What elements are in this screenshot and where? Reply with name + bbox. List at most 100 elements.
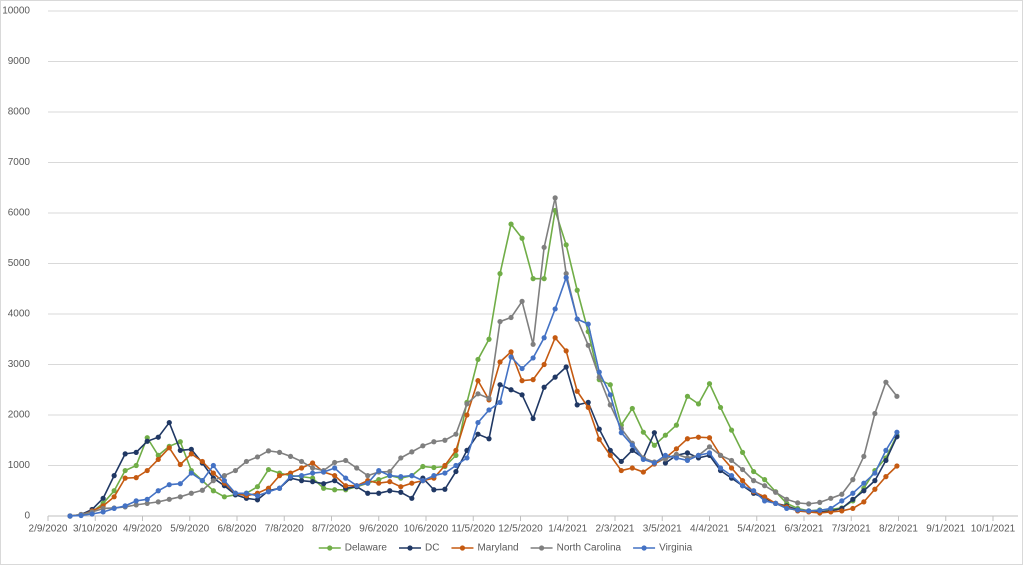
series-marker <box>464 401 470 407</box>
series-marker <box>607 447 613 453</box>
series-marker <box>574 287 580 293</box>
series-marker <box>706 381 713 387</box>
series-marker <box>376 467 382 474</box>
series-marker <box>497 399 503 405</box>
y-tick-label: 5000 <box>8 258 31 269</box>
series-line <box>70 274 898 517</box>
series-marker <box>265 466 272 473</box>
x-tick-label: 6/3/2021 <box>785 524 824 535</box>
x-tick-label: 9/6/2020 <box>359 524 398 535</box>
series-marker <box>122 503 128 509</box>
series-marker <box>387 473 393 479</box>
series-marker <box>497 318 503 325</box>
series-marker <box>420 478 426 484</box>
series-marker <box>188 470 194 476</box>
series-marker <box>497 382 503 388</box>
series-marker <box>629 465 635 471</box>
series-marker <box>166 445 172 451</box>
x-tick-label: 3/5/2021 <box>643 524 682 535</box>
series-marker <box>365 490 371 496</box>
series-marker <box>111 505 117 512</box>
series-marker <box>310 470 316 476</box>
series-marker <box>717 465 724 471</box>
series-marker <box>254 484 261 490</box>
series-marker <box>508 387 514 393</box>
series-marker <box>298 473 305 479</box>
legend-marker <box>459 545 466 551</box>
series-marker <box>596 436 602 442</box>
series-marker <box>828 495 834 501</box>
series-marker <box>409 480 415 486</box>
series-marker <box>850 490 856 496</box>
x-tick-label: 2/3/2021 <box>596 524 635 535</box>
series-marker <box>475 431 481 437</box>
series-marker <box>806 501 812 507</box>
series-marker <box>883 457 889 464</box>
series-marker <box>684 393 691 399</box>
series-marker <box>464 412 470 418</box>
series-marker <box>166 419 172 426</box>
y-tick-label: 9000 <box>8 56 31 67</box>
series-marker <box>673 455 680 461</box>
series-marker <box>552 195 558 201</box>
series-marker <box>166 496 172 502</box>
series-marker <box>684 436 691 442</box>
series-marker <box>111 473 117 479</box>
series-marker <box>585 342 591 348</box>
series-marker <box>519 365 525 372</box>
series-marker <box>298 478 305 484</box>
series-marker <box>442 437 448 443</box>
series-marker <box>155 434 161 440</box>
x-tick-label: 3/10/2020 <box>73 524 118 535</box>
series-marker <box>762 498 768 504</box>
series-marker <box>762 494 768 500</box>
series-marker <box>354 483 360 489</box>
series-marker <box>640 456 646 463</box>
x-tick-label: 12/5/2020 <box>498 524 543 535</box>
series-marker <box>431 439 437 445</box>
series-marker <box>343 475 349 481</box>
series-marker <box>508 221 514 227</box>
series-marker <box>210 470 216 476</box>
series-marker <box>618 467 624 474</box>
series-marker <box>894 463 900 469</box>
series-marker <box>684 457 691 464</box>
series-marker <box>409 449 415 455</box>
series-marker <box>155 452 161 458</box>
series-marker <box>332 459 338 466</box>
series-line <box>69 336 898 517</box>
series-marker <box>287 474 294 480</box>
series-marker <box>861 480 867 486</box>
series-marker <box>739 478 746 484</box>
series-marker <box>409 473 415 479</box>
x-tick-label: 10/1/2021 <box>971 524 1016 535</box>
series-marker <box>695 434 702 440</box>
legend-marker <box>538 545 545 551</box>
series-marker <box>475 419 481 426</box>
series-marker <box>221 473 227 479</box>
series-marker <box>850 496 856 502</box>
series-marker <box>563 364 569 370</box>
series-marker <box>497 359 503 365</box>
series-marker <box>751 478 757 484</box>
x-tick-label: 5/4/2021 <box>737 524 776 535</box>
series-marker <box>486 336 492 342</box>
series-marker <box>552 306 558 312</box>
series-marker <box>640 469 646 475</box>
series-marker <box>894 429 900 435</box>
series-marker <box>475 356 481 363</box>
series-marker <box>695 401 702 407</box>
series-marker <box>199 478 205 484</box>
legend-label: Virginia <box>659 543 693 554</box>
series-marker <box>607 402 613 408</box>
series-marker <box>817 507 823 514</box>
series-marker <box>387 488 393 494</box>
series-marker <box>199 458 205 465</box>
series-marker <box>243 458 250 465</box>
series-marker <box>673 446 680 452</box>
series-marker <box>739 449 746 455</box>
series-marker <box>651 442 657 448</box>
series-marker <box>332 473 338 479</box>
series-marker <box>243 490 250 496</box>
